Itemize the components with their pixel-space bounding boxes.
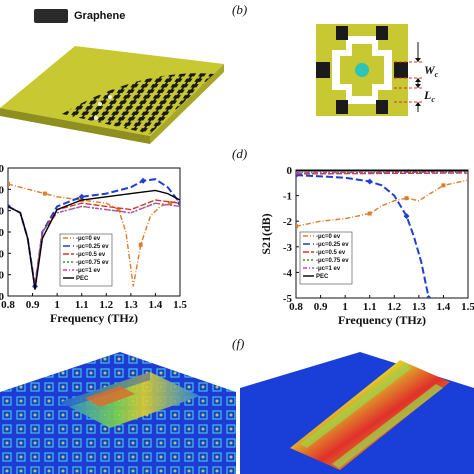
y-tick-label: -3 (283, 242, 293, 254)
y-tick-label: -1 (283, 191, 292, 203)
legend-entry: -μc=0.75 ev (76, 260, 109, 266)
legend-entry: -μc=1 ev (76, 268, 101, 274)
series-marker (42, 191, 47, 196)
series-marker (441, 183, 446, 188)
series-marker (296, 224, 298, 229)
graphene-strip-top-2 (376, 26, 388, 40)
y-tick-label: -5 (283, 293, 293, 305)
unit-cell-center-disk (355, 63, 369, 77)
series-line (296, 174, 430, 298)
x-axis-title: Frequency (THz) (50, 311, 138, 325)
lc-label: Lc (423, 88, 435, 104)
unit-cell-diagram: Wc Lc (316, 24, 439, 116)
board-via-3 (94, 116, 98, 120)
legend-entry: -μc=0.75 ev (316, 258, 349, 264)
legend-entry: -μc=1 ev (316, 266, 341, 272)
x-tick-label: 1.5 (461, 301, 474, 313)
series-line (8, 183, 180, 287)
y-tick-label: 0 (0, 184, 5, 196)
x-tick-label: 1.1 (75, 299, 89, 311)
legend-entry: PEC (76, 276, 89, 282)
graphene-swatch (34, 9, 68, 23)
board-via-1 (98, 102, 102, 106)
x-tick-label: 0.8 (289, 301, 303, 313)
x-tick-label: 1.3 (124, 299, 138, 311)
x-tick-label: 1.2 (387, 301, 401, 313)
series-line (296, 172, 468, 175)
x-axis-title: Frequency (THz) (338, 313, 426, 327)
legend-entry: -μc=0.5 ev (76, 252, 106, 258)
legend-entry: -μc=0 ev (316, 234, 341, 240)
graphene-strip-right (394, 62, 408, 78)
legend-entry: PEC (316, 274, 329, 280)
y-tick-label: -2 (283, 216, 293, 228)
graphene-strip-top (336, 26, 348, 40)
x-tick-label: 1.4 (437, 301, 451, 313)
series-marker (168, 201, 173, 206)
series-marker (403, 213, 410, 220)
y-tick-label: 0 (287, 165, 293, 177)
legend-entry: -μc=0.5 ev (316, 250, 346, 256)
field-left-hotspot (85, 386, 135, 407)
series-line (8, 202, 180, 287)
x-tick-label: 0.9 (26, 299, 40, 311)
chart-s11: 0.8 0.9 1 1.1 1.2 1.3 1.4 1.5 0 0 0 0 0 0 0 Frequency (… (0, 164, 187, 325)
x-tick-label: 1.4 (149, 299, 163, 311)
x-tick-label: 1 (342, 301, 348, 313)
graphene-legend: Graphene (34, 8, 125, 24)
series-marker (116, 207, 121, 212)
graphene-legend-label: Graphene (74, 10, 126, 22)
field-right-strip (290, 360, 450, 470)
legend-entry: -μc=0.25 ev (76, 244, 109, 250)
series-marker (404, 196, 409, 201)
y-tick-label: 0 (0, 227, 5, 239)
series-marker (425, 295, 432, 298)
y-tick-label: -4 (283, 267, 293, 279)
y-tick-label: 0 (0, 248, 5, 260)
board-right-face (150, 64, 224, 144)
metasurface-3d-view (0, 46, 224, 144)
x-tick-label: 1.2 (99, 299, 113, 311)
field-left-strip (60, 372, 200, 428)
board-via-2 (108, 95, 112, 99)
wc-label: Wc (424, 63, 439, 79)
series-marker (177, 200, 180, 207)
graphene-strip-bottom (336, 100, 348, 114)
series-marker (138, 242, 143, 247)
graphene-pattern-region (62, 73, 214, 134)
x-tick-label: 1.3 (412, 301, 426, 313)
field-map-left (0, 352, 236, 474)
series-marker (366, 178, 373, 185)
y-tick-label: 0 (0, 164, 5, 175)
y-tick-label: 0 (0, 291, 5, 303)
plot-frame (295, 169, 469, 299)
panel-label-b: (b) (232, 2, 248, 17)
field-right-strip-edge (300, 364, 412, 448)
series-marker (367, 211, 372, 216)
legend-entry: -μc=0.25 ev (316, 242, 349, 248)
panel-label-f: (f) (232, 336, 245, 351)
graphene-strip-bottom-2 (376, 100, 388, 114)
chart-s21: 0.8 0.9 1 1.1 1.2 1.3 1.4 1.5 0 -1 -2 -3 -4 -5 Frequen… (259, 165, 474, 327)
y-tick-label: 0 (0, 270, 5, 282)
field-map-right (240, 352, 474, 474)
panel-label-d: (d) (232, 146, 248, 161)
graphene-strip-left (316, 62, 330, 78)
series-marker (78, 193, 85, 200)
series-marker (140, 177, 147, 184)
y-tick-label: 0 (0, 206, 5, 218)
x-tick-label: 1.1 (363, 301, 377, 313)
x-tick-label: 0.8 (1, 299, 15, 311)
legend-entry: -μc=0 ev (76, 236, 101, 242)
board-front-face (0, 108, 150, 144)
series-marker (8, 182, 10, 186)
x-tick-label: 1 (54, 299, 60, 311)
x-tick-label: 0.9 (314, 301, 328, 313)
series-line (8, 189, 180, 290)
x-tick-label: 1.5 (173, 299, 187, 311)
y-axis-title: S21(dB) (259, 213, 273, 254)
